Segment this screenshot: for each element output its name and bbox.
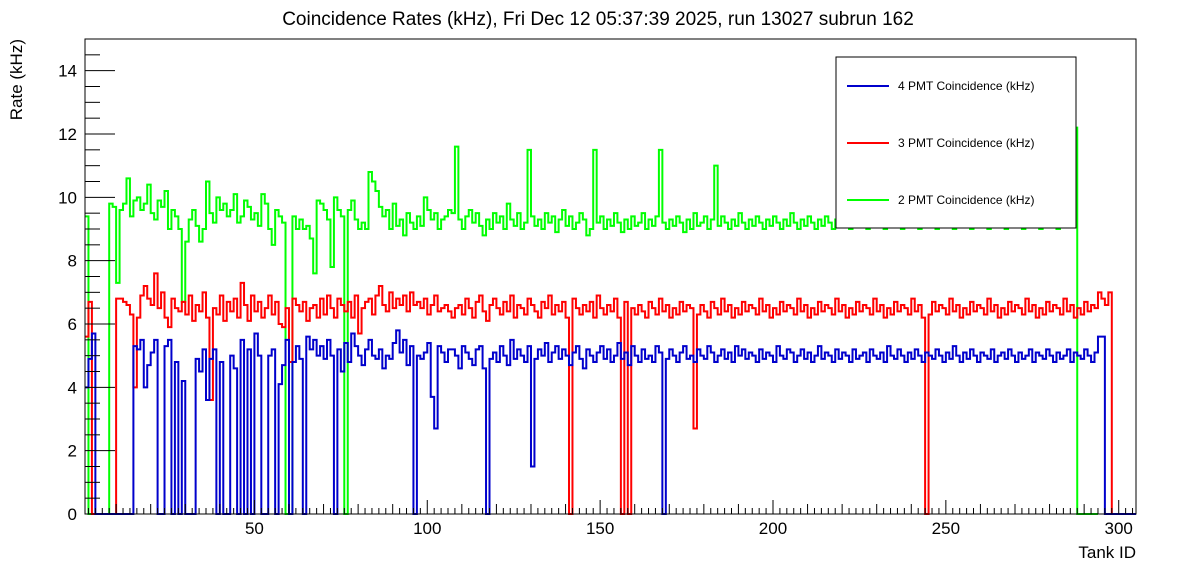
legend-label-1: 4 PMT Coincidence (kHz) <box>898 79 1035 93</box>
series-line-2 <box>85 272 1136 515</box>
x-tick-label: 250 <box>932 519 960 538</box>
x-tick-label: 50 <box>245 519 264 538</box>
y-tick-label: 12 <box>58 125 77 144</box>
x-axis-label: Tank ID <box>1078 543 1136 562</box>
y-axis: 0 2 4 6 8 10 12 14 <box>58 38 115 524</box>
x-tick-label: 150 <box>586 519 614 538</box>
legend: 4 PMT Coincidence (kHz) 3 PMT Coincidence… <box>835 56 1077 229</box>
y-tick-label: 6 <box>68 315 77 334</box>
chart-title: Coincidence Rates (kHz), Fri Dec 12 05:3… <box>282 9 914 30</box>
x-tick-label: 300 <box>1105 519 1133 538</box>
series-line-1 <box>85 329 1136 515</box>
x-axis: 50 100 150 200 250 300 <box>87 500 1134 538</box>
y-tick-label: 8 <box>68 252 77 271</box>
y-tick-label: 4 <box>68 378 77 397</box>
y-tick-label: 2 <box>68 442 77 461</box>
y-tick-label: 10 <box>58 188 77 207</box>
x-tick-label: 100 <box>413 519 441 538</box>
x-tick-label: 200 <box>759 519 787 538</box>
y-tick-label: 14 <box>58 62 77 81</box>
legend-label-3: 2 PMT Coincidence (kHz) <box>898 193 1035 207</box>
legend-label-2: 3 PMT Coincidence (kHz) <box>898 136 1035 150</box>
y-axis-label: Rate (kHz) <box>7 39 26 120</box>
y-tick-label: 0 <box>68 505 77 524</box>
